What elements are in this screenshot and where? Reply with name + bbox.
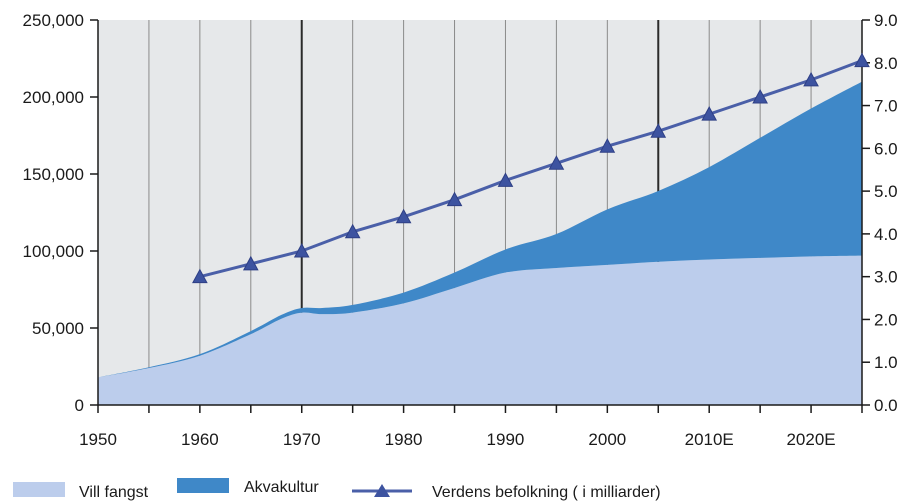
y-right-tick-label: 4.0 bbox=[874, 225, 898, 244]
befolkning-marker bbox=[192, 268, 208, 284]
y-right-tick-label: 5.0 bbox=[874, 182, 898, 201]
legend-swatch-akvakultur bbox=[177, 478, 229, 493]
x-tick-label: 1960 bbox=[181, 430, 219, 449]
y-left-tick-label: 200,000 bbox=[23, 88, 84, 107]
x-tick-label: 2000 bbox=[588, 430, 626, 449]
befolkning-markers bbox=[192, 52, 870, 284]
y-right-tick-label: 0.0 bbox=[874, 396, 898, 415]
y-left-tick-label: 0 bbox=[75, 396, 84, 415]
y-right-tick-label: 6.0 bbox=[874, 139, 898, 158]
befolkning-marker bbox=[395, 208, 412, 224]
befolkning-marker bbox=[344, 223, 361, 239]
y-right-tick-label: 9.0 bbox=[874, 11, 898, 30]
y-right-tick-label: 3.0 bbox=[874, 268, 898, 287]
y-left-tick-labels: 0 50,000 100,000 150,000 200,000 250,000 bbox=[23, 11, 84, 415]
befolkning-marker bbox=[497, 172, 514, 187]
axes bbox=[90, 19, 870, 413]
x-tick-labels: 1950 1960 1970 1980 1990 2000 2010E 2020E bbox=[79, 430, 836, 449]
legend: Vill fangst Akvakultur Verdens befolknin… bbox=[13, 478, 661, 501]
befolkning-marker bbox=[599, 138, 616, 153]
y-right-tick-label: 1.0 bbox=[874, 353, 898, 372]
befolkning-marker bbox=[803, 71, 819, 87]
y-right-tick-label: 8.0 bbox=[874, 54, 898, 73]
y-left-tick-label: 250,000 bbox=[23, 11, 84, 30]
befolkning-marker bbox=[293, 242, 310, 258]
befolkning-marker bbox=[650, 123, 667, 138]
y-right-tick-labels: 0.0 1.0 2.0 3.0 4.0 5.0 6.0 7.0 8.0 9.0 bbox=[874, 11, 898, 415]
legend-marker-befolkning bbox=[374, 484, 390, 497]
x-tick-label: 2020E bbox=[786, 430, 835, 449]
y-right-tick-label: 7.0 bbox=[874, 97, 898, 116]
befolkning-marker bbox=[548, 155, 565, 170]
y-left-tick-label: 100,000 bbox=[23, 242, 84, 261]
x-tick-label: 2010E bbox=[685, 430, 734, 449]
y-left-tick-label: 150,000 bbox=[23, 165, 84, 184]
befolkning-marker bbox=[701, 106, 718, 121]
befolkning-marker bbox=[752, 88, 768, 104]
y-right-tick-label: 2.0 bbox=[874, 310, 898, 329]
legend-label-vill-fangst: Vill fangst bbox=[79, 484, 149, 501]
x-tick-label: 1980 bbox=[385, 430, 423, 449]
series-line-befolkning bbox=[199, 59, 863, 279]
series-area-vill-fangst bbox=[98, 255, 862, 405]
befolkning-marker bbox=[242, 255, 259, 271]
series-area-akvakultur bbox=[98, 81, 862, 378]
legend-swatch-vill-fangst bbox=[13, 482, 65, 497]
x-tick-label: 1970 bbox=[283, 430, 321, 449]
y-left-tick-label: 50,000 bbox=[32, 319, 84, 338]
x-tick-label: 1990 bbox=[487, 430, 525, 449]
legend-label-befolkning: Verdens befolkning ( i milliarder) bbox=[432, 484, 661, 501]
legend-label-akvakultur: Akvakultur bbox=[244, 479, 319, 496]
befolkning-marker bbox=[854, 52, 870, 68]
befolkning-marker bbox=[446, 191, 463, 207]
x-tick-label: 1950 bbox=[79, 430, 117, 449]
